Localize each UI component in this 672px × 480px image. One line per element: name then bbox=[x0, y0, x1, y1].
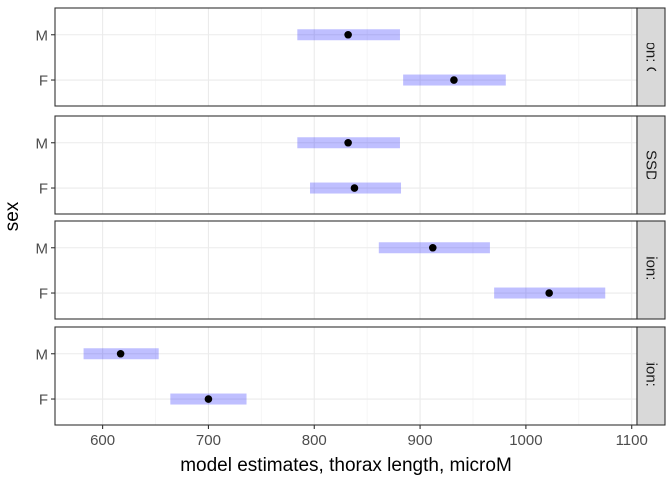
facet-strip bbox=[636, 326, 666, 426]
x-tick-label: 600 bbox=[90, 432, 115, 449]
y-tick-label: M bbox=[36, 27, 49, 44]
y-tick-label: M bbox=[36, 240, 49, 257]
facet-strip-label: selection: Control bbox=[643, 0, 660, 115]
facet-strip bbox=[636, 7, 666, 107]
x-tick-label: 800 bbox=[302, 432, 327, 449]
x-axis-title: model estimates, thorax length, microM bbox=[180, 455, 512, 476]
x-tick-label: 1100 bbox=[616, 432, 648, 449]
y-tick-label: M bbox=[36, 135, 49, 152]
estimate-point-m bbox=[116, 349, 125, 358]
facet-strip bbox=[636, 220, 666, 320]
panel-2 bbox=[55, 116, 637, 214]
panel-3 bbox=[55, 221, 637, 319]
panel-1 bbox=[55, 8, 637, 106]
facet-strip-label: selection: Large bbox=[643, 217, 660, 323]
x-tick-label: 1000 bbox=[509, 432, 542, 449]
panel-4 bbox=[55, 327, 637, 425]
facet-strip bbox=[636, 115, 666, 215]
estimate-point-m bbox=[344, 30, 352, 39]
y-tick-label: F bbox=[39, 286, 48, 303]
estimate-point-f bbox=[545, 289, 553, 297]
estimate-point-f bbox=[450, 76, 458, 84]
estimate-point-f bbox=[350, 184, 359, 192]
x-tick-label: 900 bbox=[408, 432, 433, 449]
y-tick-label: F bbox=[39, 392, 48, 409]
y-tick-label: F bbox=[39, 73, 48, 90]
y-axis-title: sex bbox=[2, 201, 23, 231]
facet-strip-label: selection: Small bbox=[643, 323, 660, 428]
estimate-point-m bbox=[428, 243, 437, 252]
estimate-point-m bbox=[344, 138, 352, 147]
y-tick-label: F bbox=[39, 181, 48, 198]
x-tick-label: 700 bbox=[196, 432, 221, 449]
estimate-point-f bbox=[204, 395, 213, 403]
y-tick-label: M bbox=[36, 346, 49, 363]
facet-strip-label: selection: SSD_reversed bbox=[643, 82, 660, 247]
